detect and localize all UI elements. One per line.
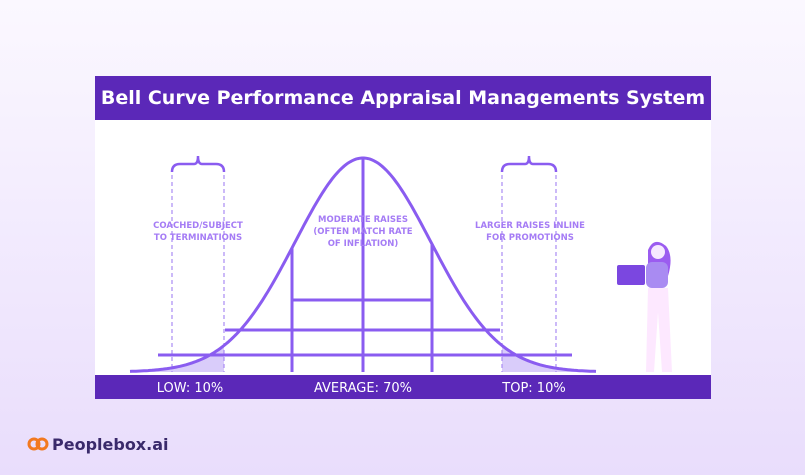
low-label: LOW: 10% — [157, 381, 224, 396]
top-label: TOP: 10% — [501, 381, 565, 396]
average-label: AVERAGE: 70% — [314, 381, 412, 396]
card — [95, 76, 711, 399]
annotation-line: FOR PROMOTIONS — [486, 233, 574, 243]
annotation: COACHED/SUBJECT TO TERMINATIONS — [153, 221, 243, 243]
title: Bell Curve Performance Appraisal Managem… — [101, 87, 705, 109]
annotation-line: TO TERMINATIONS — [154, 233, 242, 243]
bell-curve — [129, 156, 597, 373]
low-tail-shade — [150, 345, 224, 372]
top-tail-shade — [502, 345, 576, 372]
brace — [500, 155, 558, 173]
annotation-line: (OFTEN MATCH RATE — [313, 227, 412, 237]
annotation-line: COACHED/SUBJECT — [153, 221, 243, 231]
annotation: MODERATE RAISES (OFTEN MATCH RATE OF INFLA… — [313, 215, 412, 249]
brace — [170, 155, 226, 173]
annotation: LARGER RAISES INLINE FOR PROMOTIONS — [475, 221, 585, 243]
title-bar — [95, 76, 711, 120]
annotation-line: OF INFLATION) — [328, 239, 399, 249]
brand-logo — [27, 437, 49, 451]
brand: Peoplebox.ai — [52, 435, 168, 454]
annotation-line: MODERATE RAISES — [318, 215, 408, 225]
person-illustration — [617, 241, 672, 372]
annotation-line: LARGER RAISES INLINE — [475, 221, 585, 231]
diagram: COACHED/SUBJECT TO TERMINATIONS MODERATE R… — [129, 155, 597, 373]
footer-bar — [95, 375, 711, 399]
